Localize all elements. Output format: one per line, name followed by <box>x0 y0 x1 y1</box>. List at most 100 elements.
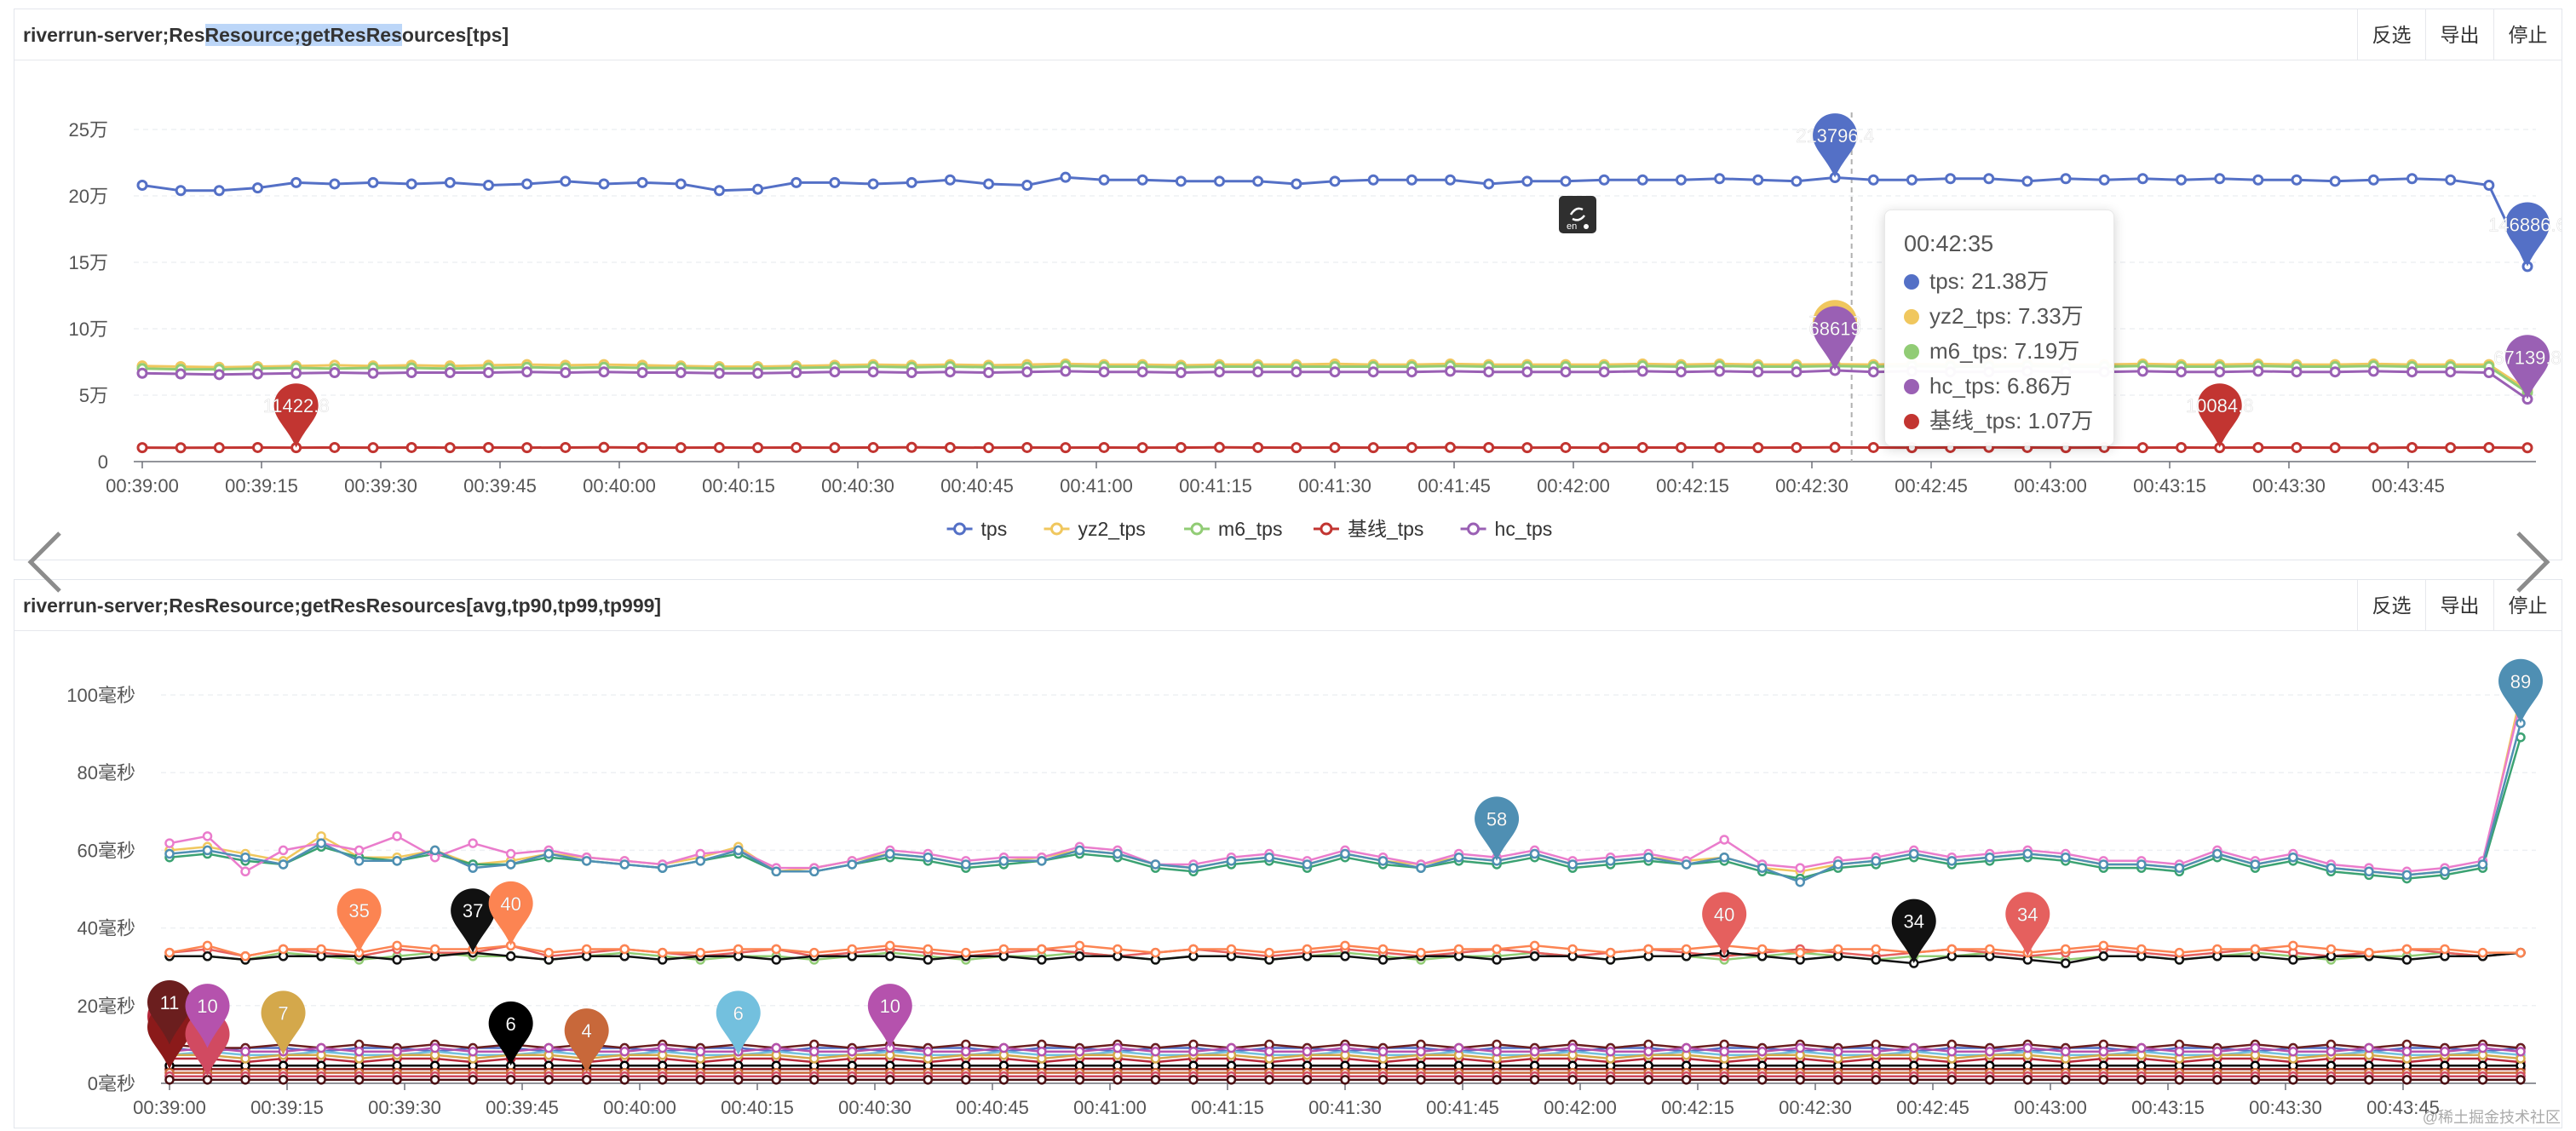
data-point <box>1752 442 1764 454</box>
data-point <box>316 944 326 955</box>
x-tick-label: 00:40:00 <box>583 475 656 497</box>
export-button[interactable]: 导出 <box>2425 580 2493 631</box>
legend-item-基线_tps[interactable]: 基线_tps <box>1313 518 1423 540</box>
tooltip-row: hc_tps: 6.86万 <box>1904 369 2095 404</box>
data-point <box>1150 1046 1161 1057</box>
data-point <box>923 955 934 965</box>
data-point <box>1719 835 1729 845</box>
translate-tool-icon[interactable]: en <box>1559 196 1596 233</box>
data-point <box>521 442 533 454</box>
legend-item-tps[interactable]: tps <box>946 518 1008 540</box>
tps-chart-panel: riverrun-server;ResResource;getResResour… <box>14 9 2562 560</box>
data-point <box>1985 944 1995 955</box>
data-point <box>1329 366 1341 378</box>
data-point <box>1483 366 1495 378</box>
x-tick-label: 00:42:45 <box>1896 1097 1969 1118</box>
data-point <box>1329 441 1341 453</box>
data-point <box>791 176 802 188</box>
data-point <box>560 366 572 378</box>
stop-button[interactable]: 停止 <box>2493 580 2562 631</box>
chevron-left-icon[interactable] <box>26 530 65 599</box>
data-point <box>809 947 819 958</box>
data-point <box>1795 947 1805 958</box>
data-point <box>636 441 648 453</box>
data-point <box>2098 174 2110 186</box>
data-point <box>1945 173 1957 185</box>
pin-label: 34 <box>2017 904 2038 925</box>
x-tick-label: 00:39:15 <box>250 1097 324 1118</box>
data-point <box>202 951 213 962</box>
markpoint-pin: 7 <box>261 990 306 1055</box>
data-point <box>316 1042 326 1053</box>
legend-item-yz2_tps[interactable]: yz2_tps <box>1044 518 1146 540</box>
pin-shape <box>488 1001 533 1066</box>
chevron-right-icon[interactable] <box>2513 530 2552 599</box>
pin-label: 89 <box>2510 671 2531 692</box>
data-point <box>2250 944 2261 955</box>
data-point <box>1340 951 1350 962</box>
data-point <box>847 859 858 870</box>
tps-line-chart[interactable]: 0 5万 10万 15万 20万 25万 00:39:00 00:39:15 00:39:30 0… <box>14 60 2562 560</box>
markpoint-pin: 35 <box>336 888 382 953</box>
data-point <box>2098 1075 2109 1085</box>
data-point <box>2483 366 2495 378</box>
data-point <box>1946 856 1958 866</box>
data-point <box>1113 848 1123 859</box>
latency-line-chart[interactable]: 0毫秒 20毫秒 40毫秒 60毫秒 80毫秒 100毫秒 00:39:00 00:39:15… <box>14 631 2562 1128</box>
markpoint-pin: 11 <box>147 980 192 1045</box>
data-point <box>1871 944 1881 955</box>
data-point <box>847 944 858 955</box>
data-point <box>164 1075 175 1085</box>
data-point <box>1832 1075 1843 1085</box>
data-point <box>1492 955 1502 965</box>
data-point <box>2406 366 2418 378</box>
data-point <box>1377 1075 1389 1085</box>
data-point <box>2401 955 2412 965</box>
invert-selection-button[interactable]: 反选 <box>2357 580 2425 631</box>
data-point <box>1406 441 1417 453</box>
data-point <box>1444 441 1456 453</box>
data-point <box>1946 1075 1958 1085</box>
data-point <box>1757 1046 1768 1057</box>
legend-item-hc_tps[interactable]: hc_tps <box>1460 518 1553 540</box>
x-tick-label: 00:43:00 <box>2014 1097 2087 1118</box>
data-point <box>405 441 417 453</box>
x-tick-label: 00:42:00 <box>1537 475 1610 497</box>
markpoint-pin: 67139.8 <box>2493 335 2562 399</box>
legend-label: tps <box>981 518 1008 540</box>
data-point <box>1567 859 1578 870</box>
export-button[interactable]: 导出 <box>2425 9 2493 60</box>
x-tick-label: 00:43:30 <box>2252 475 2326 497</box>
data-point <box>598 441 610 453</box>
x-tick-label: 00:39:30 <box>368 1097 441 1118</box>
data-point <box>2022 1042 2033 1053</box>
stop-button[interactable]: 停止 <box>2493 9 2562 60</box>
svg-text:en: en <box>1567 221 1577 232</box>
data-point <box>392 831 402 841</box>
data-point <box>1643 944 1653 955</box>
data-point <box>944 366 956 378</box>
x-tick-label: 00:41:15 <box>1191 1097 1264 1118</box>
data-point <box>2136 442 2148 454</box>
legend-item-m6_tps[interactable]: m6_tps <box>1184 518 1282 540</box>
data-point <box>392 856 402 866</box>
data-point <box>657 947 668 958</box>
y-tick-label: 25万 <box>69 119 108 141</box>
markpoint-pin: 34 <box>1891 898 1936 964</box>
x-tick-label: 00:43:15 <box>2131 1097 2205 1118</box>
data-point <box>2477 947 2488 958</box>
series-color-dot <box>1904 414 1919 429</box>
x-tick-label: 00:41:00 <box>1073 1097 1147 1118</box>
invert-selection-button[interactable]: 反选 <box>2357 9 2425 60</box>
data-point <box>444 176 456 188</box>
tooltip-value: hc_tps: 6.86万 <box>1929 373 2073 399</box>
y-tick-label: 60毫秒 <box>78 840 135 861</box>
x-tick-label: 00:42:00 <box>1544 1097 1617 1118</box>
data-point <box>251 441 263 453</box>
data-point <box>1367 442 1379 454</box>
data-point <box>392 1075 402 1085</box>
markpoint-pin: 6 <box>488 1001 533 1066</box>
data-point <box>598 178 610 190</box>
data-point <box>1560 441 1572 453</box>
data-point <box>733 944 744 955</box>
